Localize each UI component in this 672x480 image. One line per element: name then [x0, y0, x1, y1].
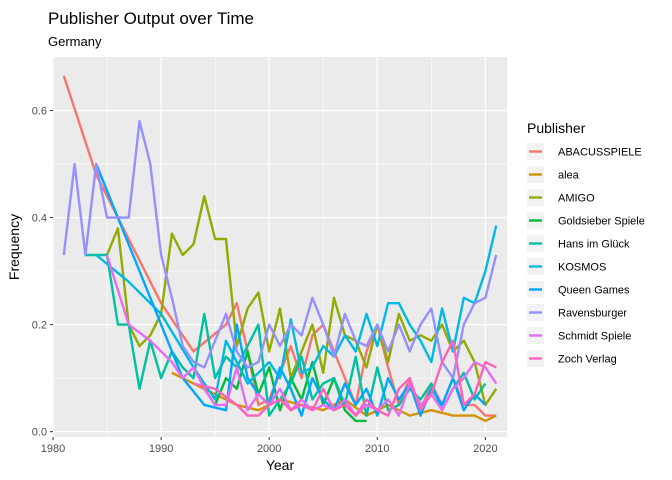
legend-items: ABACUSSPIELE alea AMIGO Goldsieber Spiele Ha… [527, 143, 645, 367]
grid-minor [53, 57, 507, 437]
y-tick-label: 0.4 [32, 213, 47, 225]
legend-label: Schmidt Spiele [558, 331, 631, 343]
legend-label: AMIGO [558, 193, 595, 205]
legend-label: ABACUSSPIELE [558, 147, 642, 159]
y-tick-label: 0.6 [32, 106, 47, 118]
legend-title: Publisher [527, 120, 586, 136]
legend-label: Goldsieber Spiele [558, 216, 645, 228]
legend-label: KOSMOS [558, 262, 606, 274]
legend-label: alea [558, 170, 580, 182]
legend: Publisher ABACUSSPIELE alea AMIGO Goldsiebe… [527, 120, 645, 367]
legend-label: Hans im Glück [558, 239, 630, 251]
legend-label: Zoch Verlag [558, 354, 617, 366]
chart-subtitle: Germany [48, 34, 102, 49]
y-axis: 0.0 0.2 0.4 0.6 [32, 106, 53, 439]
series-line-8 [105, 254, 498, 417]
x-tick-label: 2010 [365, 443, 389, 455]
x-tick-label: 2000 [257, 443, 281, 455]
series-line-7 [62, 119, 498, 380]
series-lines [62, 75, 498, 423]
series-line-3 [213, 350, 367, 423]
y-tick-label: 0.0 [32, 427, 47, 439]
y-tick-label: 0.2 [32, 320, 47, 332]
x-axis: 1980 1990 2000 2010 2020 [41, 437, 498, 455]
legend-label: Queen Games [558, 285, 630, 297]
chart-title: Publisher Output over Time [48, 9, 254, 28]
x-tick-label: 1980 [41, 443, 65, 455]
x-tick-label: 1990 [149, 443, 173, 455]
legend-label: Ravensburger [558, 308, 627, 320]
series-line-2 [105, 194, 498, 407]
grid-major [52, 57, 507, 437]
x-tick-label: 2020 [473, 443, 497, 455]
series-line-4 [85, 253, 487, 417]
x-axis-title: Year [266, 457, 295, 473]
series-line-9 [193, 339, 497, 417]
y-axis-title: Frequency [6, 214, 22, 280]
